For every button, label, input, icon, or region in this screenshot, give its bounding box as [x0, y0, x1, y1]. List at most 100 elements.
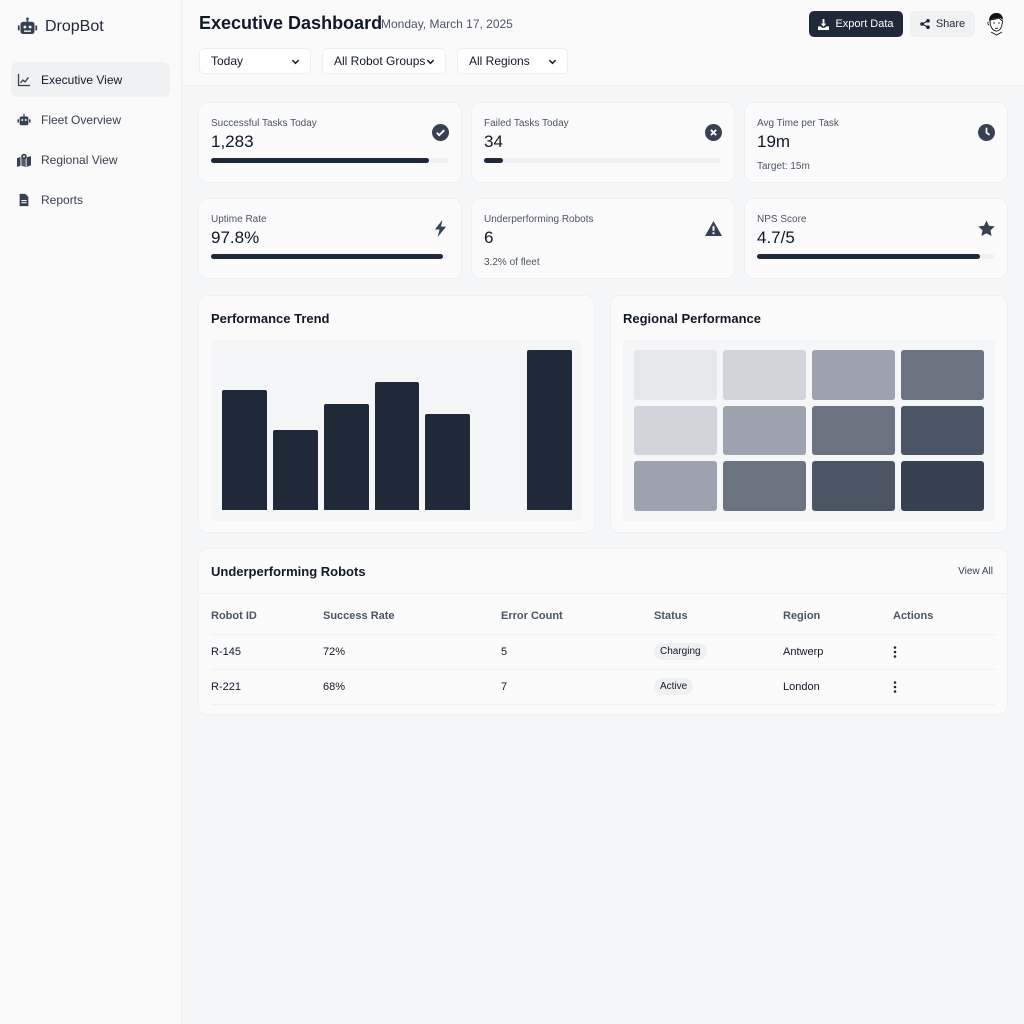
- status-cell: Charging: [654, 634, 783, 670]
- column-header[interactable]: Region: [783, 599, 893, 635]
- heatmap-cell[interactable]: [634, 461, 717, 511]
- successful-tasks-progress: [211, 158, 448, 163]
- stat-label: Underperforming Robots: [484, 214, 594, 225]
- section-title: Regional Performance: [623, 311, 761, 326]
- share-icon: [920, 19, 930, 29]
- failed-tasks-progress: [484, 158, 721, 163]
- sidebar-item-regional-view[interactable]: Regional View: [11, 142, 170, 177]
- heatmap-cell[interactable]: [812, 461, 895, 511]
- stat-sub: Target: 15m: [757, 161, 810, 172]
- column-header[interactable]: Status: [654, 599, 783, 635]
- chevron-down-icon: [291, 59, 300, 64]
- share-button[interactable]: Share: [910, 11, 975, 37]
- table-row[interactable]: R-145 72% 5 Charging Antwerp: [211, 634, 995, 670]
- stat-label: Failed Tasks Today: [484, 118, 569, 129]
- heatmap-cell[interactable]: [901, 405, 984, 456]
- stat-value: 34: [484, 132, 503, 151]
- heatmap-cell[interactable]: [723, 350, 806, 400]
- share-label: Share: [935, 18, 966, 30]
- map-location-icon: [17, 153, 31, 167]
- region-select[interactable]: All Regions: [457, 48, 568, 74]
- file-icon: [19, 193, 29, 206]
- more-vertical-icon[interactable]: [893, 645, 897, 658]
- performance-trend-card: Performance Trend: [199, 296, 594, 532]
- chart-bar: [222, 390, 267, 510]
- sidebar-item-label: Fleet Overview: [41, 112, 122, 127]
- stat-card-failed-tasks: Failed Tasks Today 34: [472, 103, 734, 182]
- stat-value: 6: [484, 228, 494, 247]
- error-count: 5: [501, 634, 654, 670]
- performance-trend-chart: [211, 340, 582, 521]
- stat-card-successful-tasks: Successful Tasks Today 1,283: [199, 103, 461, 182]
- stat-label: Avg Time per Task: [757, 118, 839, 129]
- sidebar-item-executive-view[interactable]: Executive View: [11, 62, 170, 97]
- export-data-label: Export Data: [835, 18, 894, 30]
- page-title: Executive Dashboard: [199, 13, 383, 33]
- robot-group-select[interactable]: All Robot Groups: [322, 48, 446, 74]
- heatmap-cell[interactable]: [634, 405, 717, 456]
- heatmap-cell[interactable]: [812, 350, 895, 400]
- top-bar: Executive Dashboard Monday, March 17, 20…: [183, 0, 1024, 86]
- robot-icon: [17, 113, 31, 125]
- x-circle-icon: [705, 124, 722, 141]
- bolt-icon: [434, 220, 447, 237]
- error-count: 7: [501, 669, 654, 705]
- heatmap-cell[interactable]: [901, 350, 984, 400]
- heatmap-cell[interactable]: [812, 405, 895, 456]
- success-rate: 72%: [323, 634, 501, 670]
- column-header: Actions: [893, 599, 995, 635]
- select-value: All Regions: [469, 54, 530, 68]
- download-icon: [818, 18, 830, 30]
- status-badge: Active: [654, 678, 694, 695]
- stat-label: Uptime Rate: [211, 214, 267, 225]
- stat-value: 1,283: [211, 132, 254, 151]
- avatar-illustration-icon: [987, 13, 1003, 36]
- table-row[interactable]: R-221 68% 7 Active London: [211, 669, 995, 705]
- column-header[interactable]: Success Rate: [323, 599, 501, 635]
- chart-bar: [323, 404, 369, 510]
- card-header: Underperforming Robots View All: [199, 549, 1007, 594]
- heatmap-cell[interactable]: [634, 350, 717, 400]
- chart-bar: [374, 382, 420, 510]
- select-value: All Robot Groups: [334, 54, 426, 68]
- actions-cell: [893, 634, 995, 670]
- clock-icon: [978, 124, 995, 141]
- sidebar-item-label: Reports: [41, 192, 84, 207]
- sidebar-item-label: Executive View: [41, 72, 123, 87]
- underperforming-robots-table: Robot ID Success Rate Error Count Status…: [211, 599, 995, 705]
- heatmap-cell[interactable]: [723, 461, 806, 511]
- robot-id: R-145: [211, 634, 323, 670]
- status-cell: Active: [654, 669, 783, 705]
- progress-fill: [211, 158, 430, 163]
- more-vertical-icon[interactable]: [893, 680, 897, 693]
- sidebar-item-label: Regional View: [41, 152, 118, 167]
- stat-card-nps: NPS Score 4.7/5: [745, 199, 1007, 278]
- warning-icon: [705, 220, 722, 237]
- brand-name: DropBot: [45, 18, 104, 35]
- view-all-link[interactable]: View All: [958, 566, 993, 577]
- select-value: Today: [211, 54, 244, 68]
- stat-value: 97.8%: [211, 228, 260, 247]
- section-title: Performance Trend: [211, 311, 330, 326]
- success-rate: 68%: [323, 669, 501, 705]
- section-title: Underperforming Robots: [211, 564, 366, 579]
- chart-line-icon: [17, 73, 31, 86]
- chart-bar: [527, 350, 573, 510]
- heatmap-cell[interactable]: [901, 461, 984, 511]
- sidebar-item-reports[interactable]: Reports: [11, 182, 170, 217]
- sidebar-item-fleet-overview[interactable]: Fleet Overview: [11, 102, 170, 137]
- column-header[interactable]: Error Count: [501, 599, 654, 635]
- date-range-select[interactable]: Today: [199, 48, 311, 74]
- sidebar-nav: Executive View Fleet Overview Regional V…: [11, 62, 170, 222]
- heatmap-cell[interactable]: [723, 405, 806, 456]
- stat-value: 19m: [757, 132, 791, 151]
- export-data-button[interactable]: Export Data: [809, 11, 903, 37]
- star-icon: [978, 220, 995, 237]
- user-avatar[interactable]: [984, 11, 1008, 37]
- stat-label: Successful Tasks Today: [211, 118, 317, 129]
- brand-logo[interactable]: DropBot: [17, 17, 104, 37]
- robot-icon: [17, 17, 38, 34]
- bar-series: [222, 350, 573, 510]
- column-header[interactable]: Robot ID: [211, 599, 323, 635]
- regional-performance-card: Regional Performance: [611, 296, 1007, 532]
